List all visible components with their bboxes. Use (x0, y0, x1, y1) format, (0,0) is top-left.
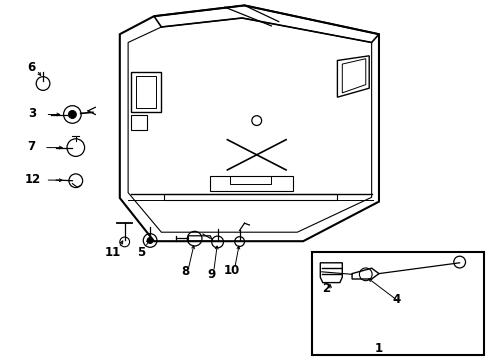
Text: 1: 1 (374, 342, 382, 355)
Text: 10: 10 (224, 264, 240, 277)
Text: 2: 2 (322, 282, 329, 294)
Text: 7: 7 (28, 140, 36, 153)
Text: 6: 6 (28, 61, 36, 74)
Text: 4: 4 (391, 293, 399, 306)
Text: 11: 11 (104, 246, 121, 258)
Text: 12: 12 (25, 173, 41, 186)
Text: 3: 3 (28, 107, 36, 120)
Text: 9: 9 (207, 268, 215, 281)
Bar (311, 252, 483, 355)
Circle shape (147, 238, 153, 243)
Circle shape (68, 111, 76, 118)
Text: 8: 8 (182, 265, 189, 278)
Text: 5: 5 (137, 246, 144, 258)
